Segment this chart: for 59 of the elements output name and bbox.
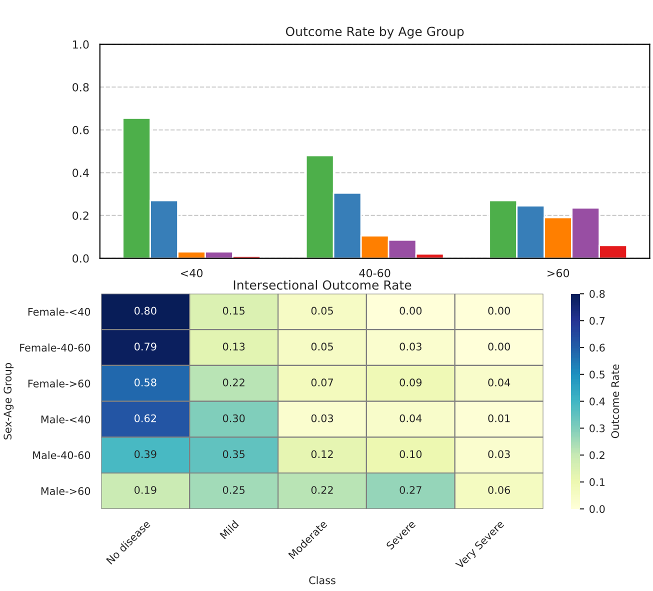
data-label: 0.03 [488,450,510,458]
data-label: 0.04 [400,414,422,422]
y-tick-label: Male-<40 [41,415,90,424]
data-label: 0.35 [222,450,245,458]
color-bar-title: Outcome Rate [611,364,620,438]
data-label: 0.19 [134,486,156,494]
data-label: 0.15 [222,306,245,315]
data-label: 0.00 [488,342,510,351]
data-label: 0.22 [222,378,244,386]
y-tick-label: Female-40-60 [20,344,90,352]
data-label: 0.07 [311,378,333,386]
chart-title: Intersectional Outcome Rate [234,280,412,290]
data-label: 0.09 [400,378,422,386]
data-label: 0.25 [222,486,245,494]
data-label: 0.03 [400,342,422,351]
data-label: 0.00 [400,306,422,315]
data-label: 0.00 [488,306,510,315]
y-tick-label: 0.4 [72,168,89,178]
y-tick-label: Male->60 [41,486,90,496]
x-tick-label: <40 [181,268,203,278]
color-bar-label: 0.5 [590,370,605,379]
color-bar-label: 0.3 [590,424,605,432]
color-bar-label: 0.7 [590,316,605,325]
color-bar-label: 0.8 [590,290,605,298]
data-label: 0.39 [134,450,156,458]
color-bar-label: 0.4 [590,398,605,406]
data-label: 0.06 [488,486,510,494]
x-tick-label: >60 [548,268,570,278]
data-label: 0.58 [134,378,156,386]
data-label: 0.79 [134,342,156,351]
y-tick-label: 1.0 [73,40,89,49]
y-axis-title: Sex-Age Group [4,363,14,440]
color-bar-label: 0.2 [590,451,604,460]
y-tick-label: Female-<40 [28,308,90,316]
data-label: 0.05 [311,306,333,315]
y-tick-label: 0.0 [72,254,89,263]
color-bar-label: 0.0 [590,505,605,513]
data-label: 0.12 [311,450,333,458]
data-label: 0.05 [311,342,333,351]
y-tick-label: Male-40-60 [33,451,90,460]
data-label: 0.13 [222,342,245,351]
y-tick-label: 0.6 [72,126,89,134]
data-label: 0.22 [311,486,333,494]
data-label: 0.30 [222,414,245,422]
data-label: 0.03 [311,414,334,422]
data-label: 0.62 [134,414,156,422]
x-axis-title: Class [309,576,336,584]
color-bar-label: 0.6 [590,344,605,352]
data-label: 0.01 [488,414,510,422]
y-tick-label: Female->60 [28,379,90,388]
data-label: 0.80 [134,306,156,315]
x-tick-label: 40-60 [359,268,390,278]
data-label: 0.10 [400,450,422,458]
y-tick-label: 0.8 [72,83,89,92]
chart-title: Outcome Rate by Age Group [286,26,464,39]
data-label: 0.27 [400,486,422,494]
y-tick-label: 0.2 [72,211,88,220]
color-bar-label: 0.1 [590,478,604,486]
data-label: 0.04 [488,378,510,386]
